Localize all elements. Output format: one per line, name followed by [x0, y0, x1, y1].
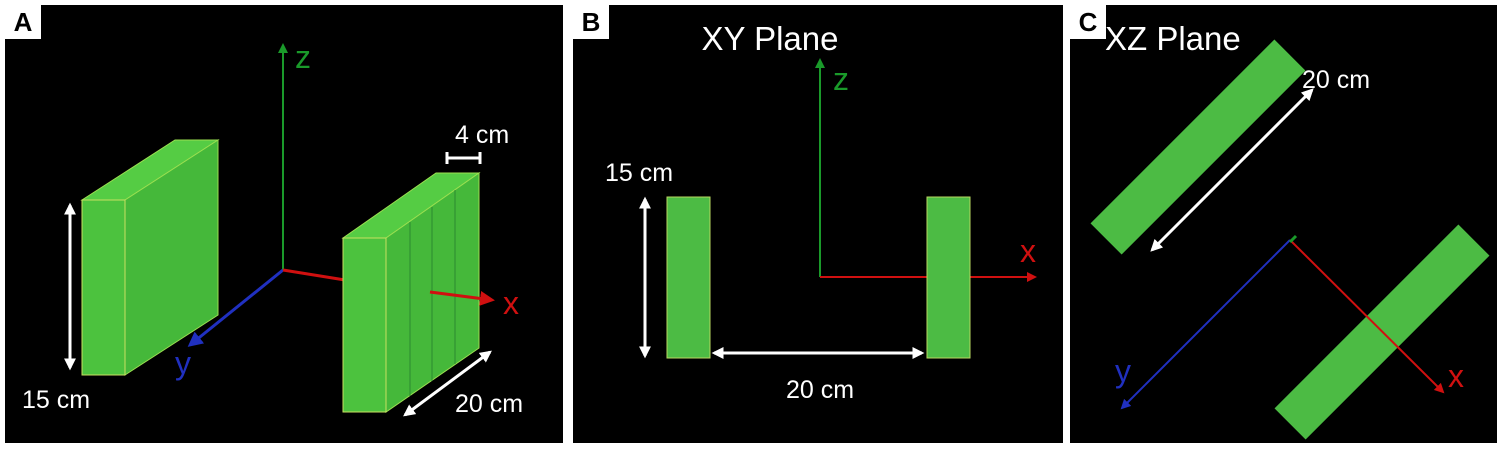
slab-front	[81, 199, 126, 376]
axis-label: z	[295, 39, 311, 75]
y-axis	[1120, 239, 1291, 410]
x-axis-tip	[429, 290, 495, 306]
axis-label: y	[1115, 353, 1131, 389]
axis-label: x	[1020, 233, 1036, 269]
slab	[666, 196, 711, 359]
x-axis	[282, 268, 346, 282]
dimension-label: 4 cm	[455, 121, 509, 149]
axis-label: x	[503, 285, 519, 321]
dimension-label: 20 cm	[1302, 66, 1370, 94]
panel-letter: C	[1079, 7, 1098, 37]
axis-label: y	[175, 345, 191, 381]
axis-label: x	[1448, 358, 1464, 394]
panel-background	[573, 5, 1063, 443]
panel-b: B XY Plane z x 15 cm 20 cm	[573, 5, 1063, 443]
panel-c: C XZ Plane y x 20 cm	[1070, 5, 1497, 443]
thickness-bracket	[445, 152, 482, 164]
slab-front	[342, 237, 387, 413]
slab	[926, 196, 971, 359]
axis-label: z	[833, 61, 849, 97]
panel-letter: B	[582, 7, 601, 37]
dimension-label: 15 cm	[605, 159, 673, 187]
dimension-label: 20 cm	[455, 390, 523, 418]
x-axis	[1289, 239, 1445, 394]
letter-box	[573, 5, 609, 39]
panel-letter: A	[14, 7, 33, 37]
dimension-label: 20 cm	[786, 376, 854, 404]
length-arrow	[1150, 88, 1314, 252]
dimension-label: 15 cm	[22, 386, 90, 414]
panel-a: A z x y 4 cm 15 cm 20 cm	[5, 5, 563, 443]
y-axis	[187, 268, 284, 347]
panel-title: XY Plane	[702, 20, 839, 57]
letter-box	[1070, 5, 1106, 39]
letter-box	[5, 5, 41, 39]
length-arrow	[403, 350, 492, 417]
panel-title: XZ Plane	[1105, 20, 1241, 57]
slab-left	[80, 139, 220, 376]
